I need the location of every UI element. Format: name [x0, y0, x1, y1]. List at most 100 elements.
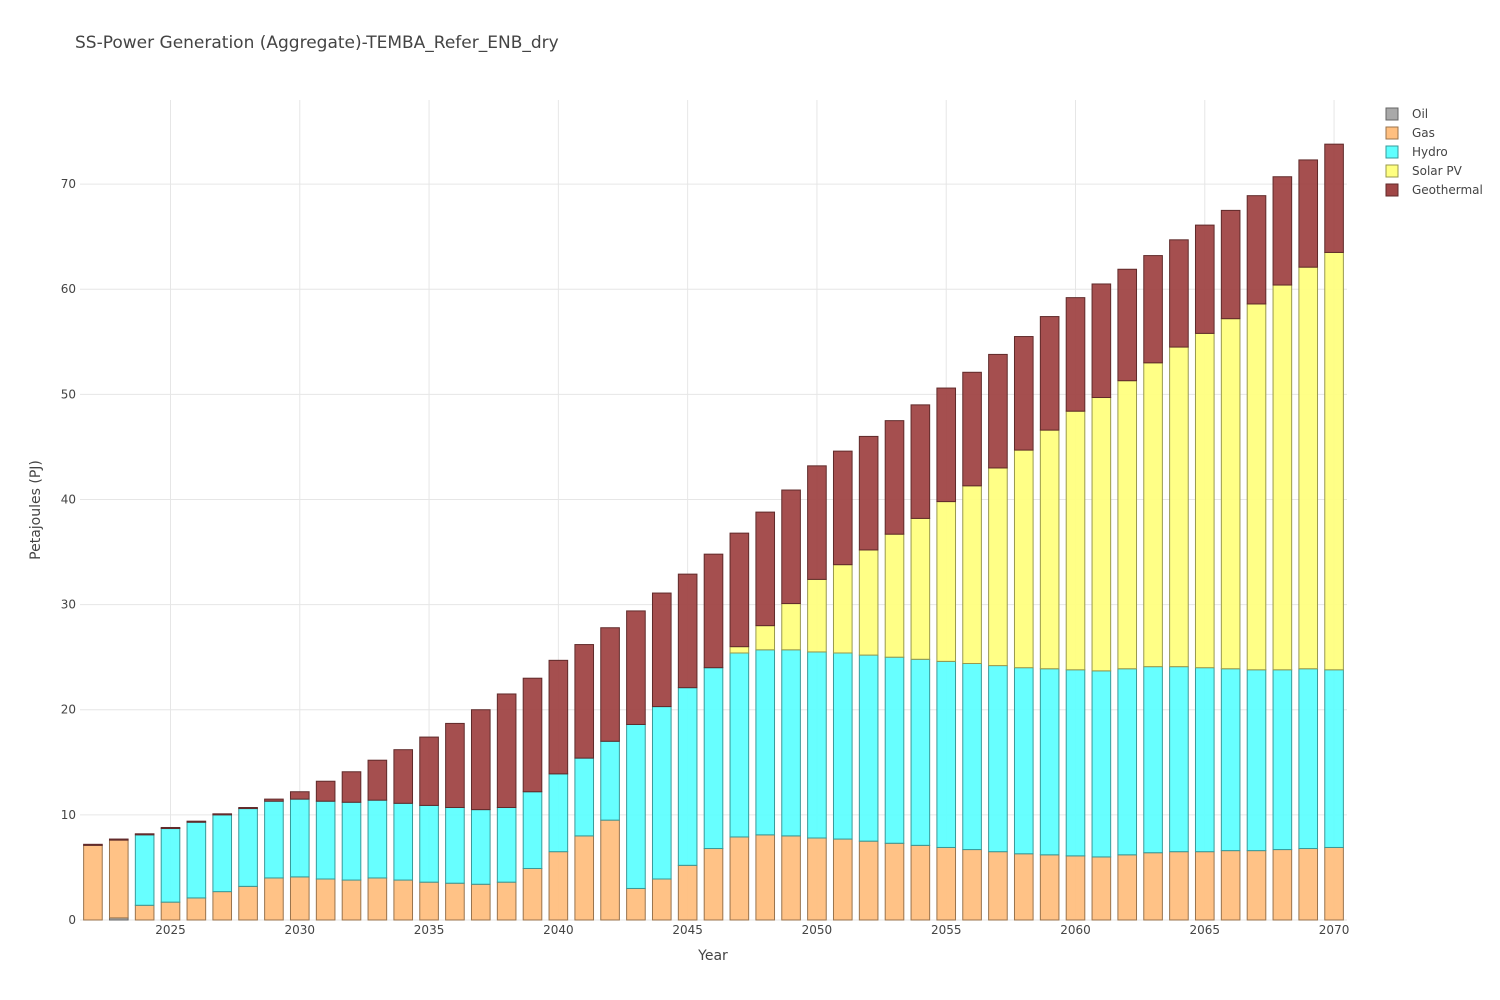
- y-tick-label: 50: [61, 387, 76, 401]
- bar-hydro-2056: [962, 662, 982, 851]
- bar-geothermal-2032: [341, 771, 362, 803]
- bar-hydro-2037: [470, 809, 491, 885]
- x-tick-label: 2055: [931, 923, 962, 937]
- bar-hydro-2042: [600, 740, 620, 821]
- bar-hydro-2055: [936, 660, 957, 848]
- bar-geothermal-2041: [574, 644, 595, 759]
- y-tick-label: 0: [68, 913, 76, 927]
- bar-geothermal-2029: [264, 798, 284, 802]
- bar-gas-2062: [1117, 854, 1138, 921]
- legend-swatch: [1385, 145, 1399, 159]
- bar-gas-2070: [1324, 846, 1344, 921]
- bar-hydro-2051: [832, 652, 853, 840]
- bar-gas-2028: [238, 885, 258, 921]
- legend-item-gas[interactable]: Gas: [1385, 126, 1435, 140]
- bar-hydro-2026: [186, 821, 207, 899]
- x-tick-label: 2040: [543, 923, 574, 937]
- bar-geothermal-2065: [1194, 224, 1215, 334]
- bar-hydro-2046: [703, 667, 724, 850]
- bar-gas-2067: [1246, 850, 1267, 921]
- bar-hydro-2036: [445, 807, 465, 884]
- legend-item-oil[interactable]: Oil: [1385, 107, 1428, 121]
- bar-solar-pv-2067: [1246, 303, 1267, 671]
- bar-gas-2069: [1298, 848, 1319, 921]
- bar-geothermal-2028: [238, 807, 258, 810]
- bar-hydro-2038: [496, 807, 517, 883]
- x-tick-label: 2050: [802, 923, 833, 937]
- bar-geothermal-2030: [289, 791, 310, 800]
- bar-gas-2032: [341, 879, 362, 921]
- legend-swatch: [1385, 183, 1399, 197]
- bar-gas-2053: [884, 842, 905, 921]
- bar-geothermal-2068: [1272, 176, 1293, 286]
- bar-hydro-2058: [1013, 667, 1034, 855]
- legend-swatch: [1385, 164, 1399, 178]
- bar-solar-pv-2052: [858, 549, 879, 656]
- bar-geothermal-2038: [496, 693, 517, 809]
- bar-gas-2060: [1065, 855, 1086, 921]
- bar-geothermal-2069: [1298, 159, 1319, 268]
- bar-gas-2033: [367, 877, 388, 921]
- x-tick-labels: 2025 2030 2035 2040 2045 2050 2055 2060 2065 2070: [155, 923, 1349, 937]
- bar-hydro-2029: [264, 800, 284, 879]
- bar-hydro-2063: [1143, 666, 1163, 854]
- bar-hydro-2064: [1169, 666, 1189, 853]
- bar-geothermal-2048: [755, 511, 776, 627]
- legend-swatch: [1385, 126, 1399, 140]
- bar-hydro-2054: [910, 658, 931, 846]
- bar-hydro-2050: [807, 651, 827, 839]
- bar-hydro-2062: [1117, 668, 1138, 856]
- bar-gas-2039: [522, 867, 543, 921]
- bar-gas-2047: [729, 836, 750, 921]
- bar-solar-pv-2063: [1143, 362, 1163, 668]
- bar-solar-pv-2068: [1272, 284, 1293, 671]
- bar-geothermal-2031: [315, 780, 336, 802]
- bar-gas-2029: [264, 877, 284, 921]
- x-tick-label: 2065: [1190, 923, 1221, 937]
- bar-hydro-2067: [1246, 669, 1267, 852]
- bar-gas-2027: [212, 891, 233, 921]
- x-tick-label: 2045: [672, 923, 703, 937]
- legend-label: Hydro: [1412, 145, 1448, 159]
- bar-solar-pv-2055: [936, 501, 957, 662]
- bar-gas-2038: [496, 881, 517, 921]
- bar-solar-pv-2053: [884, 533, 905, 658]
- bar-hydro-2049: [781, 649, 801, 837]
- bar-gas-2061: [1091, 856, 1112, 921]
- bar-hydro-2035: [419, 804, 439, 883]
- bar-gas-2042: [600, 819, 620, 921]
- bar-hydro-2030: [289, 798, 310, 878]
- bar-geothermal-2049: [781, 489, 801, 605]
- bar-geothermal-2070: [1324, 143, 1344, 253]
- bar-solar-pv-2066: [1220, 318, 1241, 670]
- bars: [83, 143, 1344, 921]
- bar-geothermal-2023: [108, 838, 129, 841]
- bar-geothermal-2060: [1065, 297, 1086, 412]
- bar-gas-2031: [315, 878, 336, 921]
- bar-geothermal-2037: [470, 709, 491, 811]
- bar-gas-2054: [910, 844, 931, 921]
- bar-geothermal-2027: [212, 813, 233, 816]
- bar-geothermal-2033: [367, 759, 388, 801]
- bar-geothermal-2056: [962, 371, 982, 487]
- bar-hydro-2043: [626, 723, 646, 889]
- chart-title: SS-Power Generation (Aggregate)-TEMBA_Re…: [75, 33, 559, 53]
- bar-solar-pv-2049: [781, 603, 801, 651]
- legend-item-geothermal[interactable]: Geothermal: [1385, 183, 1483, 197]
- bar-geothermal-2042: [600, 627, 620, 742]
- bar-geothermal-2024: [134, 833, 155, 836]
- bar-solar-pv-2064: [1169, 346, 1189, 668]
- bar-geothermal-2053: [884, 420, 905, 535]
- legend-item-solar-pv[interactable]: Solar PV: [1385, 164, 1463, 178]
- bar-hydro-2024: [134, 834, 155, 906]
- bar-hydro-2031: [315, 800, 336, 880]
- bar-gas-2063: [1143, 852, 1163, 921]
- legend-item-hydro[interactable]: Hydro: [1385, 145, 1448, 159]
- bar-hydro-2070: [1324, 669, 1344, 848]
- bar-geothermal-2061: [1091, 283, 1112, 399]
- bar-gas-2022: [83, 844, 103, 921]
- bar-solar-pv-2048: [755, 625, 776, 651]
- bar-gas-2035: [419, 881, 439, 921]
- bar-geothermal-2034: [393, 749, 414, 804]
